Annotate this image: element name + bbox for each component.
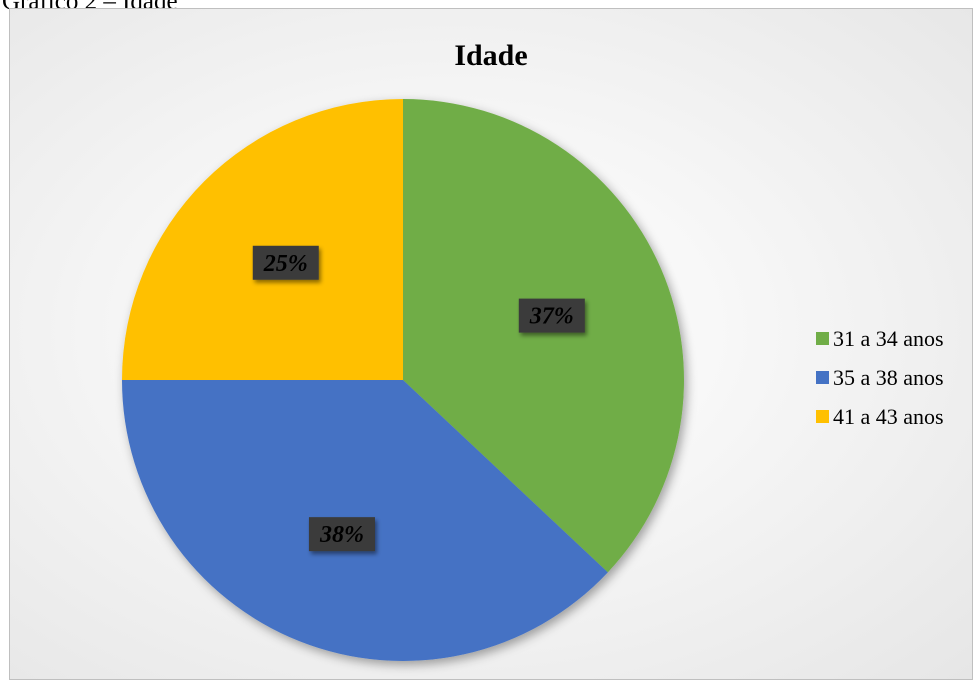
legend: 31 a 34 anos 35 a 38 anos 41 a 43 anos xyxy=(816,319,944,436)
data-label: 25% xyxy=(263,251,308,277)
chart-area: Idade 37% 38% 25% 31 a 34 anos 35 a 38 ano… xyxy=(9,8,973,680)
legend-item: 31 a 34 anos xyxy=(816,319,944,358)
legend-label: 41 a 43 anos xyxy=(833,403,944,429)
pie-slice xyxy=(403,99,684,573)
data-label-box xyxy=(308,517,375,552)
data-label: 37% xyxy=(529,304,574,330)
legend-label: 31 a 34 anos xyxy=(833,325,944,351)
data-label: 38% xyxy=(319,522,364,548)
legend-label: 35 a 38 anos xyxy=(833,364,944,390)
legend-swatch xyxy=(816,371,829,384)
legend-swatch xyxy=(816,332,829,345)
legend-item: 35 a 38 anos xyxy=(816,358,944,397)
legend-swatch xyxy=(816,410,829,423)
pie-chart: 37% 38% 25% xyxy=(122,99,684,661)
chart-title: Idade xyxy=(454,39,528,72)
pie-slice xyxy=(122,99,403,380)
data-label-box xyxy=(518,298,585,333)
legend-item: 41 a 43 anos xyxy=(816,397,944,436)
data-label-box xyxy=(252,245,319,280)
